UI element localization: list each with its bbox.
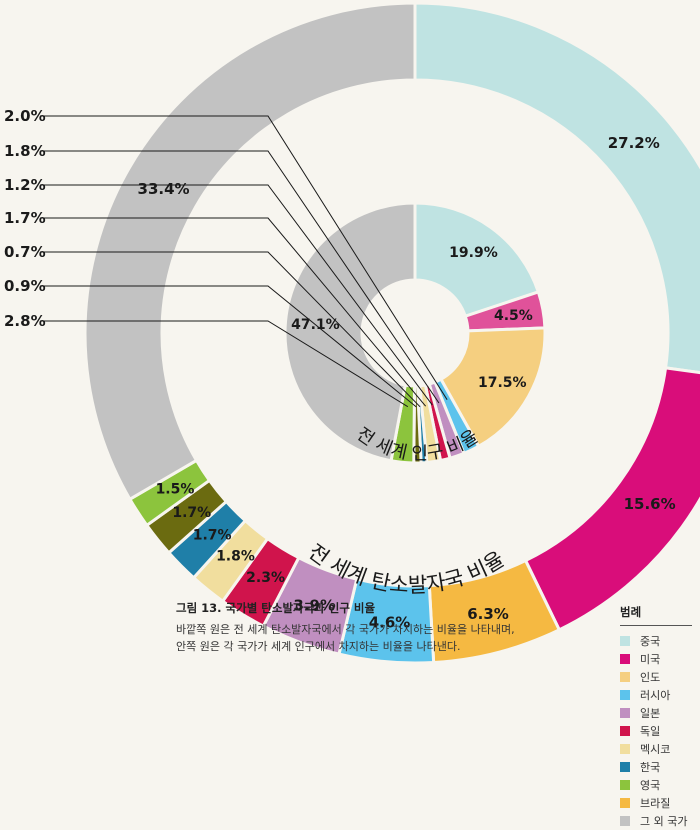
legend-item: 일본 <box>620 704 692 722</box>
caption-line-2: 안쪽 원은 각 국가가 세계 인구에서 차지하는 비율을 나타낸다. <box>176 640 461 653</box>
legend-swatch <box>620 672 630 682</box>
outer-label-중국: 27.2% <box>608 134 660 152</box>
caption-line-1: 바깥쪽 원은 전 세계 탄소발자국에서 각 국가가 차지하는 비율을 나타내며, <box>176 623 515 636</box>
inner-slice-그-외-국가 <box>283 201 417 463</box>
outer-label-멕시코: 1.8% <box>216 549 255 565</box>
callout-line-한국 <box>40 251 421 408</box>
legend-swatch <box>620 690 630 700</box>
outer-slice-중국 <box>413 1 700 375</box>
legend-label: 중국 <box>640 635 661 648</box>
callout-label-한국: 0.7% <box>4 243 46 261</box>
legend-swatch <box>620 726 630 736</box>
legend-item: 러시아 <box>620 686 692 704</box>
outer-label-그-외-국가: 33.4% <box>138 180 190 198</box>
legend-item: 한국 <box>620 758 692 776</box>
legend-label: 미국 <box>640 653 661 666</box>
callout-line-일본 <box>40 150 440 404</box>
legend-swatch <box>620 636 630 646</box>
legend-item: 인도 <box>620 668 692 686</box>
legend-swatch <box>620 708 630 718</box>
outer-label-러시아: 4.6% <box>369 613 411 631</box>
callout-label-일본: 1.8% <box>4 142 46 160</box>
legend-item: 미국 <box>620 650 692 668</box>
outer-label-영국: 1.7% <box>172 505 211 521</box>
callout-label-브라질: 2.8% <box>4 312 46 330</box>
legend-swatch <box>620 780 630 790</box>
legend-item: 독일 <box>620 722 692 740</box>
legend-label: 러시아 <box>640 689 671 702</box>
legend-swatch <box>620 798 630 808</box>
legend-label: 한국 <box>640 761 661 774</box>
legend-swatch <box>620 654 630 664</box>
legend-label: 인도 <box>640 671 661 684</box>
legend-item: 브라질 <box>620 794 692 812</box>
legend-item: 멕시코 <box>620 740 692 758</box>
legend-title: 범례 <box>620 604 692 626</box>
inner-slice-인도 <box>438 326 547 449</box>
outer-label-독일: 2.3% <box>246 570 285 586</box>
inner-label-그-외-국가: 47.1% <box>291 317 340 333</box>
callout-line-멕시코 <box>40 217 427 407</box>
legend-swatch <box>620 762 630 772</box>
callout-line-러시아 <box>40 115 448 400</box>
legend-item: 중국 <box>620 632 692 650</box>
legend-label: 브라질 <box>640 797 671 810</box>
inner-label-인도: 17.5% <box>478 375 527 391</box>
callout-line-브라질 <box>40 320 409 408</box>
legend-swatch <box>620 816 630 826</box>
slice-labels: 27.2% 15.6% 6.3% 4.6% 3.9% 2.3% 1.8% 1.7% 1.7% 1.… <box>4 107 676 631</box>
outer-label-브라질: 1.5% <box>156 482 195 498</box>
inner-slice-중국 <box>413 201 541 319</box>
inner-ring <box>283 201 547 465</box>
outer-slice-그-외-국가 <box>83 1 417 502</box>
callout-line-독일 <box>40 184 433 406</box>
outer-label-인도: 6.3% <box>467 605 509 623</box>
outer-label-미국: 15.6% <box>624 495 676 513</box>
callout-label-독일: 1.2% <box>4 176 46 194</box>
callout-lines <box>40 115 448 408</box>
outer-ring <box>83 1 700 665</box>
legend-label: 일본 <box>640 707 661 720</box>
legend-label: 그 외 국가 <box>640 815 688 828</box>
caption-title: 그림 13. 국가별 탄소발자국과 인구 비율 <box>176 601 376 615</box>
inner-label-중국: 19.9% <box>449 245 498 261</box>
legend-item: 영국 <box>620 776 692 794</box>
callout-label-영국: 0.9% <box>4 277 46 295</box>
callout-label-멕시코: 1.7% <box>4 209 46 227</box>
legend-label: 멕시코 <box>640 743 671 756</box>
callout-line-영국 <box>40 285 417 408</box>
legend-swatch <box>620 744 630 754</box>
outer-label-일본: 3.9% <box>293 596 335 614</box>
legend-label: 영국 <box>640 779 661 792</box>
outer-label-한국: 1.7% <box>193 528 232 544</box>
legend-item: 그 외 국가 <box>620 812 692 830</box>
figure-caption: 그림 13. 국가별 탄소발자국과 인구 비율 바깥쪽 원은 전 세계 탄소발자… <box>176 600 596 655</box>
legend-label: 독일 <box>640 725 661 738</box>
callout-label-러시아: 2.0% <box>4 107 46 125</box>
inner-label-미국: 4.5% <box>494 308 533 324</box>
